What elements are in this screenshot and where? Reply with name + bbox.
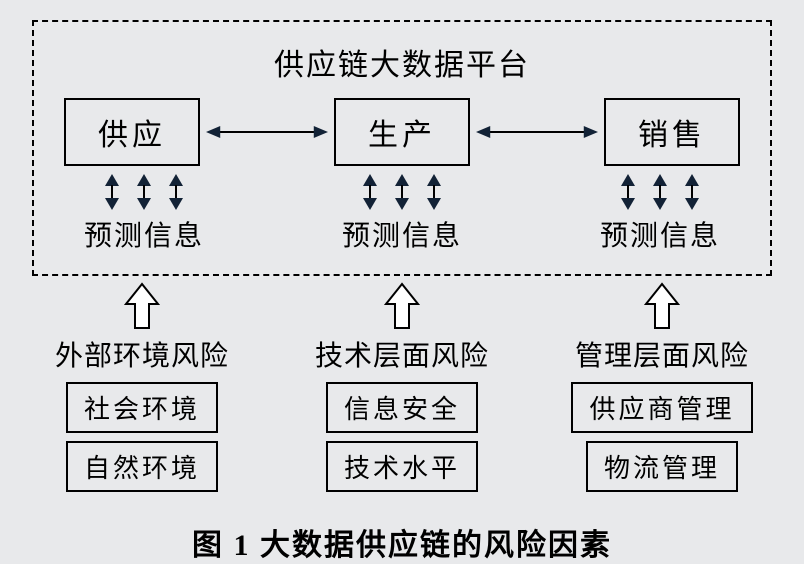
risk-categories-row: 外部环境风险 社会环境 自然环境 技术层面风险 信息安全 技术水平 管理层面风险… [32, 334, 772, 500]
updown-arrow-icon [393, 174, 411, 210]
risk-title-external: 外部环境风险 [55, 334, 229, 374]
forecast-row: 预测信息 预测信息 预测信息 [64, 214, 740, 254]
triple-arrows-left [64, 174, 224, 210]
risk-box: 信息安全 [326, 382, 478, 433]
risk-box: 社会环境 [66, 382, 218, 433]
risk-box: 供应商管理 [571, 382, 752, 433]
triple-arrows-right [580, 174, 740, 210]
risk-title-technical: 技术层面风险 [315, 334, 489, 374]
hollow-up-arrow-icon [122, 282, 162, 330]
risk-box: 技术水平 [326, 441, 478, 492]
figure-caption: 图 1 大数据供应链的风险因素 [192, 520, 612, 564]
updown-arrow-icon [683, 174, 701, 210]
triple-arrows-center [322, 174, 482, 210]
updown-arrow-icon [135, 174, 153, 210]
node-production: 生产 [334, 98, 470, 166]
updown-arrow-icon [361, 174, 379, 210]
forecast-label-right: 预测信息 [580, 214, 740, 254]
forecast-label-center: 预测信息 [322, 214, 482, 254]
updown-arrow-icon [167, 174, 185, 210]
platform-title: 供应链大数据平台 [274, 40, 530, 84]
updown-arrow-icon [651, 174, 669, 210]
double-arrow-icon [206, 122, 328, 142]
top-nodes-row: 供应 生产 销售 [64, 98, 740, 166]
risk-col-technical: 技术层面风险 信息安全 技术水平 [292, 334, 512, 500]
forecast-label-left: 预测信息 [64, 214, 224, 254]
updown-arrow-icon [619, 174, 637, 210]
risk-box: 物流管理 [586, 441, 738, 492]
triple-arrows-row [64, 174, 740, 210]
hollow-up-arrow-icon [382, 282, 422, 330]
hollow-arrows-row [32, 282, 772, 330]
risk-title-management: 管理层面风险 [575, 334, 749, 374]
node-sales: 销售 [604, 98, 740, 166]
hollow-up-arrow-icon [642, 282, 682, 330]
node-supply: 供应 [64, 98, 200, 166]
risk-col-external: 外部环境风险 社会环境 自然环境 [32, 334, 252, 500]
platform-dashed-container: 供应链大数据平台 供应 生产 销售 [32, 20, 772, 276]
risk-col-management: 管理层面风险 供应商管理 物流管理 [552, 334, 772, 500]
updown-arrow-icon [425, 174, 443, 210]
double-arrow-icon [476, 122, 598, 142]
risk-box: 自然环境 [66, 441, 218, 492]
updown-arrow-icon [103, 174, 121, 210]
